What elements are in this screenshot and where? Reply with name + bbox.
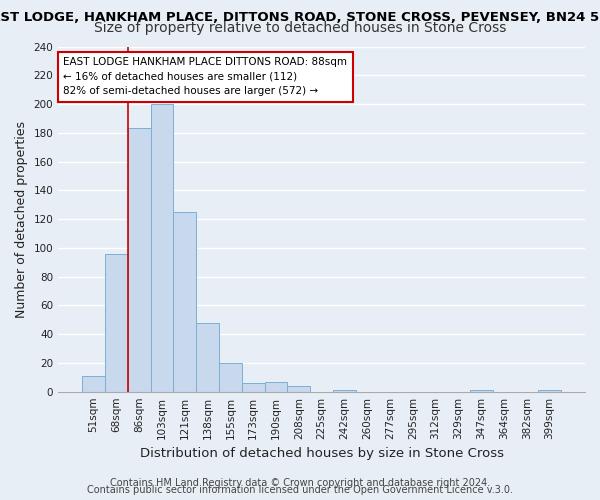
Text: EAST LODGE, HANKHAM PLACE, DITTONS ROAD, STONE CROSS, PEVENSEY, BN24 5ER: EAST LODGE, HANKHAM PLACE, DITTONS ROAD,… — [0, 11, 600, 24]
Bar — [242, 383, 265, 392]
Text: Size of property relative to detached houses in Stone Cross: Size of property relative to detached ho… — [94, 21, 506, 35]
Text: EAST LODGE HANKHAM PLACE DITTONS ROAD: 88sqm
← 16% of detached houses are smalle: EAST LODGE HANKHAM PLACE DITTONS ROAD: 8… — [64, 57, 347, 96]
Bar — [333, 390, 356, 392]
Bar — [219, 363, 242, 392]
Bar — [173, 212, 196, 392]
Bar — [105, 254, 128, 392]
Bar — [128, 128, 151, 392]
Bar — [470, 390, 493, 392]
Bar — [151, 104, 173, 392]
Text: Contains public sector information licensed under the Open Government Licence v.: Contains public sector information licen… — [87, 485, 513, 495]
Bar — [265, 382, 287, 392]
Y-axis label: Number of detached properties: Number of detached properties — [15, 120, 28, 318]
Text: Contains HM Land Registry data © Crown copyright and database right 2024.: Contains HM Land Registry data © Crown c… — [110, 478, 490, 488]
Bar — [196, 322, 219, 392]
X-axis label: Distribution of detached houses by size in Stone Cross: Distribution of detached houses by size … — [140, 447, 503, 460]
Bar — [82, 376, 105, 392]
Bar — [538, 390, 561, 392]
Bar — [287, 386, 310, 392]
